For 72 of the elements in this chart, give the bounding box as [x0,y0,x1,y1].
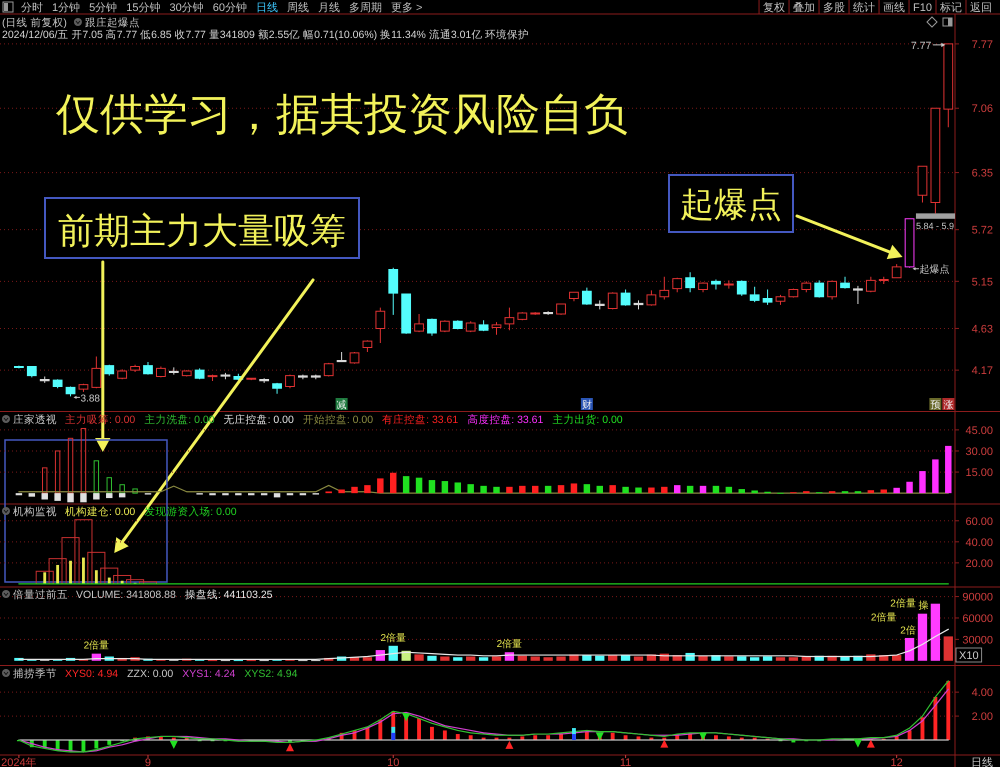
legend: XYS0: 4.94 ZZX: 0.00 XYS1: 4.24 XYS2: 4.94 [65,668,298,680]
note: 操 [918,600,929,612]
text: 15分钟 [126,2,160,14]
text: 分时 [21,1,43,14]
text: 多股 [823,2,846,14]
annotation: 前期主力大量吸筹 [58,210,346,251]
text: 日线 [256,1,278,14]
value-label: 起爆点 [912,264,950,276]
value-label: 7.77 [910,40,946,52]
note: 2倍量 [870,612,896,624]
note: 2倍量 [890,598,916,610]
note: 2倍量 [496,639,522,650]
text: 60分钟 [212,2,247,14]
y-tick-label: 15.00 [965,467,993,480]
y-tick-label: 4.00 [972,687,993,700]
y-tick-label: 90000 [962,592,993,604]
chart-title: (日线 前复权) [2,16,67,29]
annotation: 起爆点 [680,186,782,224]
text: 月线 [318,1,340,14]
chart-subtitle: 跟庄起爆点 [84,16,140,29]
text: 周线 [287,1,309,14]
event-marker: 减 [336,398,348,411]
event-marker: 涨 [942,398,954,411]
chart-title: 捕捞季节 [13,667,57,680]
x-tick-label: 10 [387,757,400,767]
chart-title: 机构监视 [13,505,57,518]
chart-title: 庄家透视 [13,413,57,426]
y-tick-label: 60.00 [965,516,993,528]
y-tick-label: 4.63 [972,323,993,336]
text: 5分钟 [89,2,118,14]
chart-title: 倍量过前五 [13,588,68,601]
y-tick-label: 60000 [962,612,993,625]
y-tick-label: 6.35 [972,168,993,180]
x-tick-label: 9 [144,757,152,767]
legend: VOLUME: 341808.88 操盘线: 441103.25 [76,589,273,601]
text: 统计 [853,1,876,14]
note: 2倍量 [84,640,110,652]
note-box: 前期主力大量吸筹 [44,197,360,259]
y-tick-label: 5.72 [972,224,993,237]
event-marker: 财 [580,398,593,411]
text: 复权 [763,2,786,14]
y-tick-label: 30.00 [965,446,993,458]
y-tick-label: 20.00 [965,558,993,570]
y-tick-label: 45.00 [965,424,993,437]
text: 30分钟 [170,2,204,14]
note: 2倍量 [380,632,406,644]
annotation: 2024/12/06/五 开7.05 高7.77 低6.85 收7.77 量341809 额2.55亿 幅0.71(10.06%) 换11.34% 流通3.01亿 环境保护 [2,28,530,41]
y-tick-label: 5.15 [972,276,993,288]
note-box: 起爆点 [668,174,794,233]
annotation: 仅供学习，据其投资风险自负 [56,90,628,139]
text: 更多 > [391,2,422,14]
text: 多周期 [349,2,382,14]
event-marker: 预 [929,398,942,411]
x-tick-label: 2024年 [1,757,37,767]
x-tick-label: 12 [890,757,903,767]
note: X10 [956,648,982,662]
y-tick-label: 7.06 [972,103,993,116]
text: F10 [913,2,932,14]
x-tick-label: 11 [620,757,632,767]
value-label: 3.88 [74,393,100,404]
text: 返回 [970,1,992,14]
y-tick-label: 4.17 [972,365,993,378]
y-tick-label: 40.00 [965,536,993,549]
text: 叠加 [793,1,816,14]
note: 2倍 [900,625,916,636]
text: 标记 [939,2,962,14]
y-tick-label: 30000 [962,634,993,646]
text: 画线 [883,1,906,14]
y-tick-label: 7.77 [972,38,993,51]
band-label: 5.84 - 5.9 [916,220,954,231]
text: 1分钟 [52,2,80,14]
y-tick-label: 2.00 [972,711,993,724]
